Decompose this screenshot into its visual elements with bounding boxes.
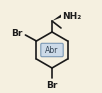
Polygon shape	[52, 15, 61, 21]
Text: Br: Br	[46, 81, 58, 90]
Text: NH₂: NH₂	[62, 12, 81, 20]
Text: Abr: Abr	[45, 45, 59, 54]
Text: Br: Br	[11, 28, 22, 37]
FancyBboxPatch shape	[41, 43, 63, 57]
